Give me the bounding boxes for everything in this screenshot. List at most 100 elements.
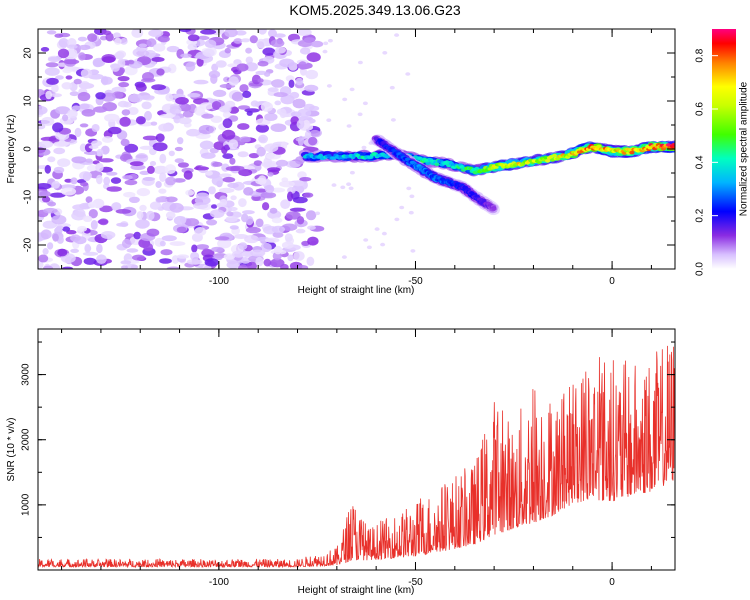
noise-blob	[205, 170, 213, 176]
noise-blob	[138, 43, 148, 48]
noise-blob	[135, 83, 147, 92]
noise-blob	[67, 109, 78, 119]
noise-blob	[141, 101, 152, 110]
noise-blob	[117, 100, 129, 108]
noise-blob	[149, 161, 157, 166]
noise-blob	[97, 219, 109, 225]
noise-blob	[211, 246, 224, 253]
noise-blob	[231, 91, 244, 102]
noise-blob	[110, 177, 122, 184]
noise-blob	[264, 71, 271, 77]
chart-title: KOM5.2025.349.13.06.G23	[289, 2, 461, 18]
noise-blob	[119, 116, 131, 127]
noise-blob	[136, 188, 151, 197]
noise-blob	[281, 241, 294, 249]
noise-blob	[55, 106, 71, 115]
y-tick-label: -20	[23, 237, 34, 252]
noise-blob	[243, 187, 254, 196]
noise-blob	[245, 56, 253, 64]
noise-blob	[219, 173, 232, 178]
noise-blob	[226, 211, 234, 217]
noise-blob	[84, 243, 91, 253]
y-tick-label: -10	[23, 189, 34, 204]
noise-blob	[228, 139, 239, 150]
noise-blob	[39, 190, 51, 198]
noise-blob	[289, 207, 306, 212]
noise-blob	[299, 177, 312, 182]
noise-blob	[168, 150, 175, 157]
noise-blob	[374, 227, 380, 231]
noise-blob	[128, 196, 140, 203]
noise-blob	[257, 78, 264, 83]
noise-blob	[185, 189, 195, 196]
noise-blob	[304, 130, 312, 139]
noise-blob	[155, 133, 165, 142]
noise-blob	[114, 37, 122, 45]
noise-blob	[56, 225, 64, 230]
noise-blob	[115, 209, 132, 214]
noise-blob	[142, 135, 158, 141]
noise-blob	[206, 219, 218, 226]
noise-blob	[62, 226, 71, 232]
noise-blob	[249, 35, 258, 44]
noise-blob	[309, 129, 321, 137]
noise-blob	[50, 93, 62, 98]
y-axis-label: SNR (10 * v/v)	[6, 418, 17, 482]
x-tick-label: -100	[209, 276, 229, 287]
noise-blob	[53, 166, 65, 174]
noise-blob	[124, 179, 138, 186]
noise-blob	[153, 43, 166, 52]
noise-blob	[86, 164, 97, 172]
noise-blob	[287, 191, 294, 202]
x-tick-label: -100	[209, 577, 229, 588]
noise-blob	[102, 56, 116, 63]
noise-blob	[186, 128, 201, 137]
noise-blob	[103, 176, 111, 186]
noise-blob	[147, 165, 155, 174]
noise-blob	[136, 211, 144, 220]
noise-blob	[62, 68, 73, 74]
noise-blob	[255, 218, 264, 228]
noise-blob	[121, 265, 128, 269]
noise-blob	[173, 215, 187, 226]
noise-blob	[60, 187, 77, 196]
noise-blob	[262, 202, 270, 211]
noise-blob	[273, 245, 283, 255]
noise-blob	[260, 101, 273, 112]
x-axis-label: Height of straight line (km)	[298, 285, 415, 296]
noise-blob	[196, 244, 209, 250]
noise-blob	[91, 124, 100, 132]
noise-blob	[245, 216, 254, 226]
noise-blob	[238, 169, 253, 177]
noise-blob	[41, 116, 55, 126]
noise-blob	[57, 48, 70, 59]
noise-blob	[144, 110, 152, 121]
noise-blob	[169, 202, 184, 213]
noise-blob	[225, 216, 238, 223]
noise-blob	[177, 137, 184, 145]
noise-blob	[357, 60, 363, 65]
noise-blob	[280, 199, 291, 209]
colorbar-tick-label: 0.2	[695, 208, 706, 222]
noise-blob	[232, 250, 246, 258]
noise-blob	[184, 218, 200, 227]
noise-blob	[77, 36, 88, 42]
noise-blob	[177, 162, 189, 168]
noise-blob	[245, 226, 261, 234]
noise-blob	[295, 228, 306, 234]
noise-blob	[307, 225, 316, 230]
noise-blob	[99, 158, 114, 163]
noise-blob	[250, 249, 266, 257]
noise-blob	[47, 156, 56, 163]
noise-blob	[406, 186, 412, 191]
noise-blob	[54, 33, 64, 38]
noise-blob	[140, 95, 155, 100]
noise-blob	[159, 172, 167, 183]
noise-blob	[78, 52, 86, 61]
noise-blob	[323, 41, 329, 46]
noise-blob	[61, 82, 73, 90]
noise-blob	[260, 192, 277, 199]
track-main-blob	[551, 153, 558, 158]
noise-blob	[346, 182, 352, 186]
noise-blob	[382, 51, 388, 55]
